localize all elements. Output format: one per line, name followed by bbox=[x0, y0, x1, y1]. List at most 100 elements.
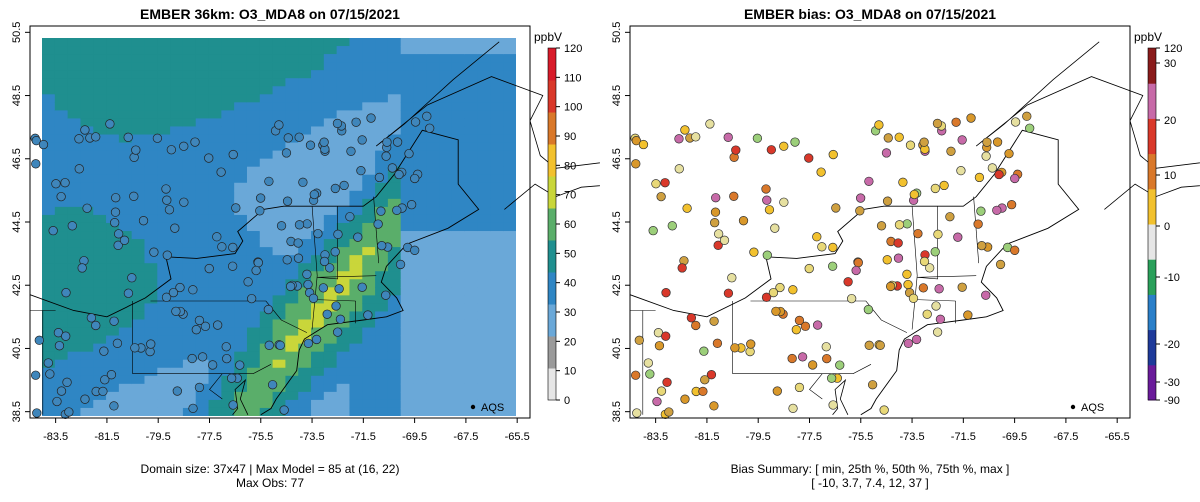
model-cell bbox=[170, 399, 184, 409]
model-cell bbox=[490, 247, 504, 256]
model-cell bbox=[144, 46, 158, 55]
x-tick-label: -81.5 bbox=[94, 431, 119, 443]
model-cell bbox=[259, 102, 274, 111]
model-cell bbox=[451, 247, 466, 256]
bias-colorbar-label: 0 bbox=[1164, 221, 1170, 233]
model-cell bbox=[426, 142, 440, 152]
obs-station-marker bbox=[228, 242, 238, 253]
model-cell bbox=[490, 351, 504, 361]
model-cell bbox=[362, 239, 376, 248]
obs-station-marker bbox=[294, 220, 305, 230]
model-cell bbox=[80, 311, 94, 320]
model-cell bbox=[336, 239, 350, 248]
model-cell bbox=[464, 295, 479, 304]
model-cell bbox=[400, 94, 415, 103]
model-cell bbox=[503, 287, 516, 296]
model-cell bbox=[131, 407, 145, 416]
model-cell bbox=[42, 54, 56, 63]
model-cell bbox=[93, 70, 107, 79]
model-cell bbox=[298, 214, 312, 224]
obs-station-marker bbox=[303, 338, 314, 348]
model-cell bbox=[221, 303, 235, 312]
model-cell bbox=[208, 343, 222, 353]
model-cell bbox=[67, 391, 81, 401]
model-cell bbox=[157, 222, 171, 232]
model-cell bbox=[93, 118, 107, 127]
model-cell bbox=[451, 70, 466, 79]
model-cell bbox=[400, 166, 415, 176]
model-colorbar-segment bbox=[548, 368, 556, 401]
model-cell bbox=[400, 126, 415, 136]
bias-station-marker bbox=[698, 386, 708, 397]
model-cell bbox=[400, 359, 415, 369]
model-cell bbox=[387, 327, 402, 337]
bias-caption-summary: Bias Summary: [ min, 25th %, 50th %, 75t… bbox=[730, 462, 1010, 476]
model-cell bbox=[336, 38, 350, 47]
model-cell bbox=[182, 383, 197, 393]
model-cell bbox=[311, 70, 325, 79]
model-cell bbox=[311, 150, 325, 160]
model-cell bbox=[413, 126, 427, 136]
model-cell bbox=[106, 62, 120, 71]
model-cell bbox=[106, 142, 120, 152]
model-cell bbox=[349, 263, 363, 272]
model-cell bbox=[375, 311, 389, 320]
model-cell bbox=[349, 102, 363, 111]
model-cell bbox=[234, 102, 248, 111]
model-cell bbox=[246, 399, 261, 409]
model-cell bbox=[131, 198, 145, 208]
model-cell bbox=[106, 102, 120, 111]
model-caption-domain: Domain size: 37x47 | Max Model = 85 at (… bbox=[140, 462, 400, 476]
model-cell bbox=[298, 359, 312, 369]
model-cell bbox=[170, 110, 184, 119]
model-cell bbox=[336, 367, 350, 377]
bias-station-marker bbox=[992, 137, 1003, 147]
model-cell bbox=[93, 86, 107, 95]
model-cell bbox=[387, 335, 402, 345]
model-cell bbox=[170, 231, 184, 240]
model-cell bbox=[131, 94, 145, 103]
model-cell bbox=[451, 383, 466, 393]
bias-station-marker bbox=[874, 120, 884, 130]
model-cell bbox=[67, 118, 81, 127]
model-cell bbox=[234, 263, 248, 272]
model-cell bbox=[54, 78, 69, 87]
model-cell bbox=[400, 367, 415, 377]
model-cell bbox=[298, 206, 312, 216]
model-cell bbox=[42, 166, 56, 176]
model-cell bbox=[259, 255, 274, 264]
model-cell bbox=[157, 78, 171, 87]
model-cell bbox=[375, 86, 389, 95]
model-cell bbox=[272, 407, 286, 416]
model-cell bbox=[426, 375, 440, 385]
model-cell bbox=[208, 391, 222, 401]
model-cell bbox=[413, 62, 427, 71]
model-cell bbox=[477, 166, 491, 176]
coastline bbox=[29, 129, 480, 416]
model-cell bbox=[208, 247, 222, 256]
model-cell bbox=[464, 142, 479, 152]
model-cell bbox=[42, 335, 56, 345]
model-cell bbox=[477, 359, 491, 369]
model-cell bbox=[272, 150, 286, 160]
obs-station-marker bbox=[221, 342, 231, 352]
model-cell bbox=[400, 295, 415, 304]
model-cell bbox=[182, 86, 197, 95]
model-cell bbox=[246, 102, 261, 111]
model-cell bbox=[67, 375, 81, 385]
model-cell bbox=[144, 303, 158, 312]
model-cell bbox=[477, 279, 491, 288]
model-cell bbox=[285, 62, 299, 71]
model-cell bbox=[503, 206, 516, 216]
model-cell bbox=[259, 247, 274, 256]
model-cell bbox=[221, 287, 235, 296]
model-cell bbox=[118, 166, 133, 176]
model-cell bbox=[451, 407, 466, 416]
bias-station-marker bbox=[631, 135, 641, 146]
model-cell bbox=[298, 247, 312, 256]
model-cell bbox=[349, 319, 363, 329]
model-cell bbox=[323, 303, 338, 312]
model-cell bbox=[131, 383, 145, 393]
y-tick-label: 46.5 bbox=[11, 148, 23, 169]
bias-station-marker bbox=[631, 159, 641, 169]
